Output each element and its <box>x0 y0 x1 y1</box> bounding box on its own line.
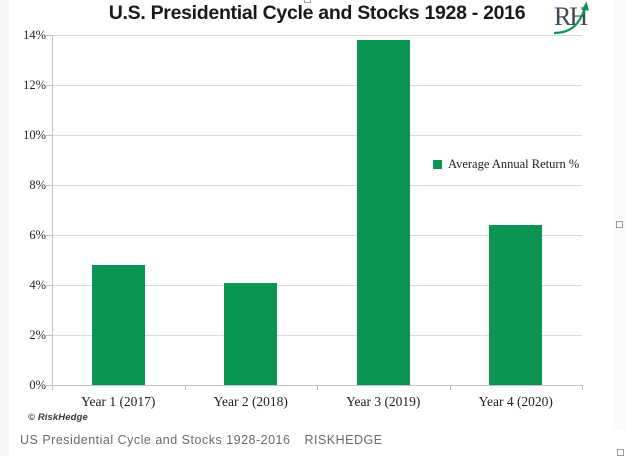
gridline-8% <box>52 185 582 186</box>
y-axis-label-2%: 2% <box>29 328 46 342</box>
chart-image[interactable]: U.S. Presidential Cycle and Stocks 1928 … <box>9 0 613 430</box>
y-axis-label-10%: 10% <box>23 128 46 142</box>
page-margin-left <box>0 0 9 456</box>
caption-text: US Presidential Cycle and Stocks 1928-20… <box>20 433 291 447</box>
bar-Year 2 (2018) <box>224 282 278 385</box>
bar-Year 1 (2017) <box>91 265 145 385</box>
gridline-6% <box>52 235 582 236</box>
selection-handle-right-middle[interactable] <box>616 221 623 228</box>
x-tick-2 <box>317 385 318 390</box>
y-axis-label-14%: 14% <box>23 28 46 42</box>
x-tick-1 <box>184 385 186 390</box>
gridline-2% <box>52 335 582 336</box>
gridline-12% <box>52 85 582 86</box>
gridline-4% <box>52 285 582 286</box>
legend-swatch-icon <box>433 160 442 169</box>
y-axis-label-6%: 6% <box>29 228 46 242</box>
bar-Year 3 (2019) <box>356 40 410 385</box>
x-tick-3 <box>449 385 451 390</box>
gridline-14% <box>52 35 582 36</box>
x-axis-label-Year 4 (2020): Year 4 (2020) <box>478 394 553 409</box>
page-margin-right <box>613 0 625 430</box>
y-tick-8% <box>46 185 52 186</box>
y-tick-10% <box>46 135 52 136</box>
y-axis-label-0%: 0% <box>29 378 46 392</box>
x-axis-label-Year 2 (2018): Year 2 (2018) <box>213 394 288 409</box>
selection-handle-top-center[interactable] <box>304 0 311 3</box>
bar-Year 4 (2020) <box>489 225 543 385</box>
y-axis-label-4%: 4% <box>29 278 46 292</box>
y-axis-label-12%: 12% <box>23 78 46 92</box>
y-axis-line <box>52 35 53 390</box>
selection-handle-bottom-right[interactable] <box>617 449 624 456</box>
x-tick-0 <box>52 385 53 390</box>
y-tick-14% <box>46 35 52 36</box>
y-tick-12% <box>46 85 52 86</box>
y-tick-4% <box>46 285 52 286</box>
legend: Average Annual Return % <box>433 157 579 172</box>
image-caption: US Presidential Cycle and Stocks 1928-20… <box>20 433 383 447</box>
y-tick-6% <box>46 235 52 236</box>
y-tick-0% <box>46 385 52 386</box>
x-axis-label-Year 1 (2017): Year 1 (2017) <box>81 394 156 409</box>
y-tick-2% <box>46 335 52 336</box>
x-axis-label-Year 3 (2019): Year 3 (2019) <box>346 394 421 409</box>
logo-growth-arrow-icon <box>553 1 589 35</box>
y-axis-label-8%: 8% <box>29 178 46 192</box>
chart-title: U.S. Presidential Cycle and Stocks 1928 … <box>108 2 526 24</box>
riskhedge-logo: RH <box>548 1 604 35</box>
caption-brand: RISKHEDGE <box>304 433 383 447</box>
gridline-10% <box>52 135 582 136</box>
copyright-note: © RiskHedge <box>28 412 88 423</box>
x-tick-4 <box>582 385 583 390</box>
legend-label: Average Annual Return % <box>448 157 580 171</box>
